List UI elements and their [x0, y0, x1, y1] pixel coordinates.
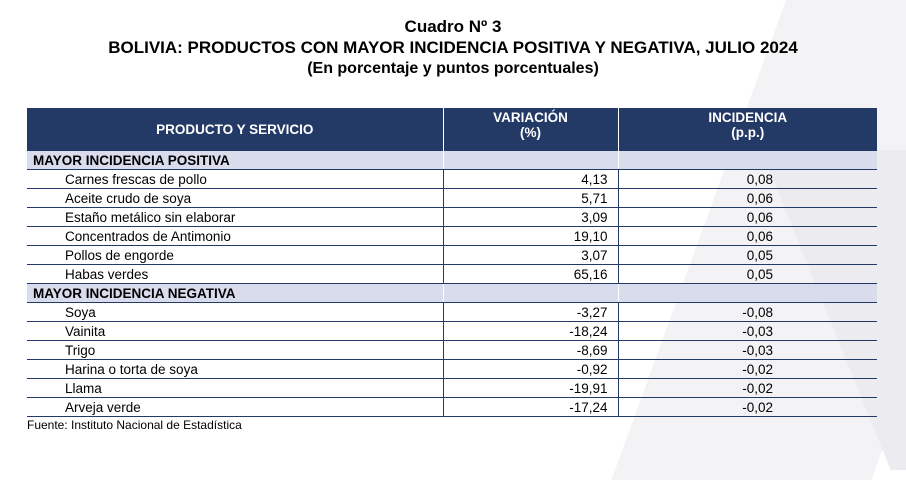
product-name-cell: Trigo	[27, 340, 443, 360]
section-empty-cell	[617, 283, 877, 303]
header-variation-unit: (%)	[520, 125, 541, 140]
variation-cell: -0,92	[442, 359, 618, 379]
header-incidence-unit: (p.p.)	[731, 125, 765, 140]
table-row: Carnes frescas de pollo 4,13 0,08	[27, 169, 877, 189]
product-name-cell: Estaño metálico sin elaborar	[27, 207, 443, 227]
product-name-cell: Vainita	[27, 321, 443, 341]
product-name-cell: Arveja verde	[27, 397, 443, 417]
variation-cell: -3,27	[442, 302, 618, 322]
product-name-cell: Concentrados de Antimonio	[27, 226, 443, 246]
incidence-cell: -0,02	[617, 397, 877, 417]
incidence-cell: 0,06	[617, 226, 877, 246]
section-label-negative: MAYOR INCIDENCIA NEGATIVA	[27, 283, 443, 303]
incidence-cell: -0,08	[617, 302, 877, 322]
product-name-cell: Aceite crudo de soya	[27, 188, 443, 208]
incidence-cell: 0,08	[617, 169, 877, 189]
incidence-table: PRODUCTO Y SERVICIO VARIACIÓN (%) INCIDE…	[27, 108, 877, 417]
variation-cell: -19,91	[442, 378, 618, 398]
header-incidence-label: INCIDENCIA	[708, 110, 788, 125]
product-name-cell: Harina o torta de soya	[27, 359, 443, 379]
table-number: Cuadro Nº 3	[404, 17, 502, 36]
table-row: Arveja verde -17,24 -0,02	[27, 397, 877, 417]
table-row: Soya -3,27 -0,08	[27, 302, 877, 322]
section-row-positive: MAYOR INCIDENCIA POSITIVA	[27, 150, 877, 170]
product-name-cell: Pollos de engorde	[27, 245, 443, 265]
incidence-cell: -0,02	[617, 378, 877, 398]
table-row: Vainita -18,24 -0,03	[27, 321, 877, 341]
incidence-cell: 0,05	[617, 264, 877, 284]
table-header-row: PRODUCTO Y SERVICIO VARIACIÓN (%) INCIDE…	[27, 108, 877, 151]
variation-cell: 4,13	[442, 169, 618, 189]
product-name-cell: Llama	[27, 378, 443, 398]
product-name-cell: Habas verdes	[27, 264, 443, 284]
variation-cell: -8,69	[442, 340, 618, 360]
section-empty-cell	[617, 150, 877, 170]
table-row: Harina o torta de soya -0,92 -0,02	[27, 359, 877, 379]
header-variation-label: VARIACIÓN	[493, 110, 568, 125]
positive-section: MAYOR INCIDENCIA POSITIVA Carnes frescas…	[27, 150, 877, 284]
section-empty-cell	[442, 150, 618, 170]
variation-cell: 5,71	[442, 188, 618, 208]
incidence-cell: -0,02	[617, 359, 877, 379]
section-label-positive: MAYOR INCIDENCIA POSITIVA	[27, 150, 443, 170]
section-row-negative: MAYOR INCIDENCIA NEGATIVA	[27, 283, 877, 303]
table-heading: Cuadro Nº 3 BOLIVIA: PRODUCTOS CON MAYOR…	[0, 16, 906, 79]
variation-cell: 3,07	[442, 245, 618, 265]
variation-cell: 65,16	[442, 264, 618, 284]
product-name-cell: Soya	[27, 302, 443, 322]
table-row: Concentrados de Antimonio 19,10 0,06	[27, 226, 877, 246]
negative-section: MAYOR INCIDENCIA NEGATIVA Soya -3,27 -0,08…	[27, 283, 877, 417]
variation-cell: -17,24	[442, 397, 618, 417]
table-row: Aceite crudo de soya 5,71 0,06	[27, 188, 877, 208]
incidence-cell: -0,03	[617, 340, 877, 360]
table-subtitle: (En porcentaje y puntos porcentuales)	[307, 60, 599, 77]
product-name-cell: Carnes frescas de pollo	[27, 169, 443, 189]
table-title: BOLIVIA: PRODUCTOS CON MAYOR INCIDENCIA …	[108, 38, 798, 57]
incidence-cell: -0,03	[617, 321, 877, 341]
source-note: Fuente: Instituto Nacional de Estadístic…	[27, 418, 242, 432]
section-empty-cell	[442, 283, 618, 303]
table-row: Estaño metálico sin elaborar 3,09 0,06	[27, 207, 877, 227]
variation-cell: -18,24	[442, 321, 618, 341]
table-row: Habas verdes 65,16 0,05	[27, 264, 877, 284]
header-incidence: INCIDENCIA (p.p.)	[617, 108, 877, 151]
variation-cell: 19,10	[442, 226, 618, 246]
incidence-cell: 0,06	[617, 188, 877, 208]
variation-cell: 3,09	[442, 207, 618, 227]
header-variation: VARIACIÓN (%)	[442, 108, 618, 151]
table-row: Llama -19,91 -0,02	[27, 378, 877, 398]
table-row: Pollos de engorde 3,07 0,05	[27, 245, 877, 265]
incidence-cell: 0,05	[617, 245, 877, 265]
header-product: PRODUCTO Y SERVICIO	[27, 108, 443, 151]
incidence-cell: 0,06	[617, 207, 877, 227]
table-row: Trigo -8,69 -0,03	[27, 340, 877, 360]
